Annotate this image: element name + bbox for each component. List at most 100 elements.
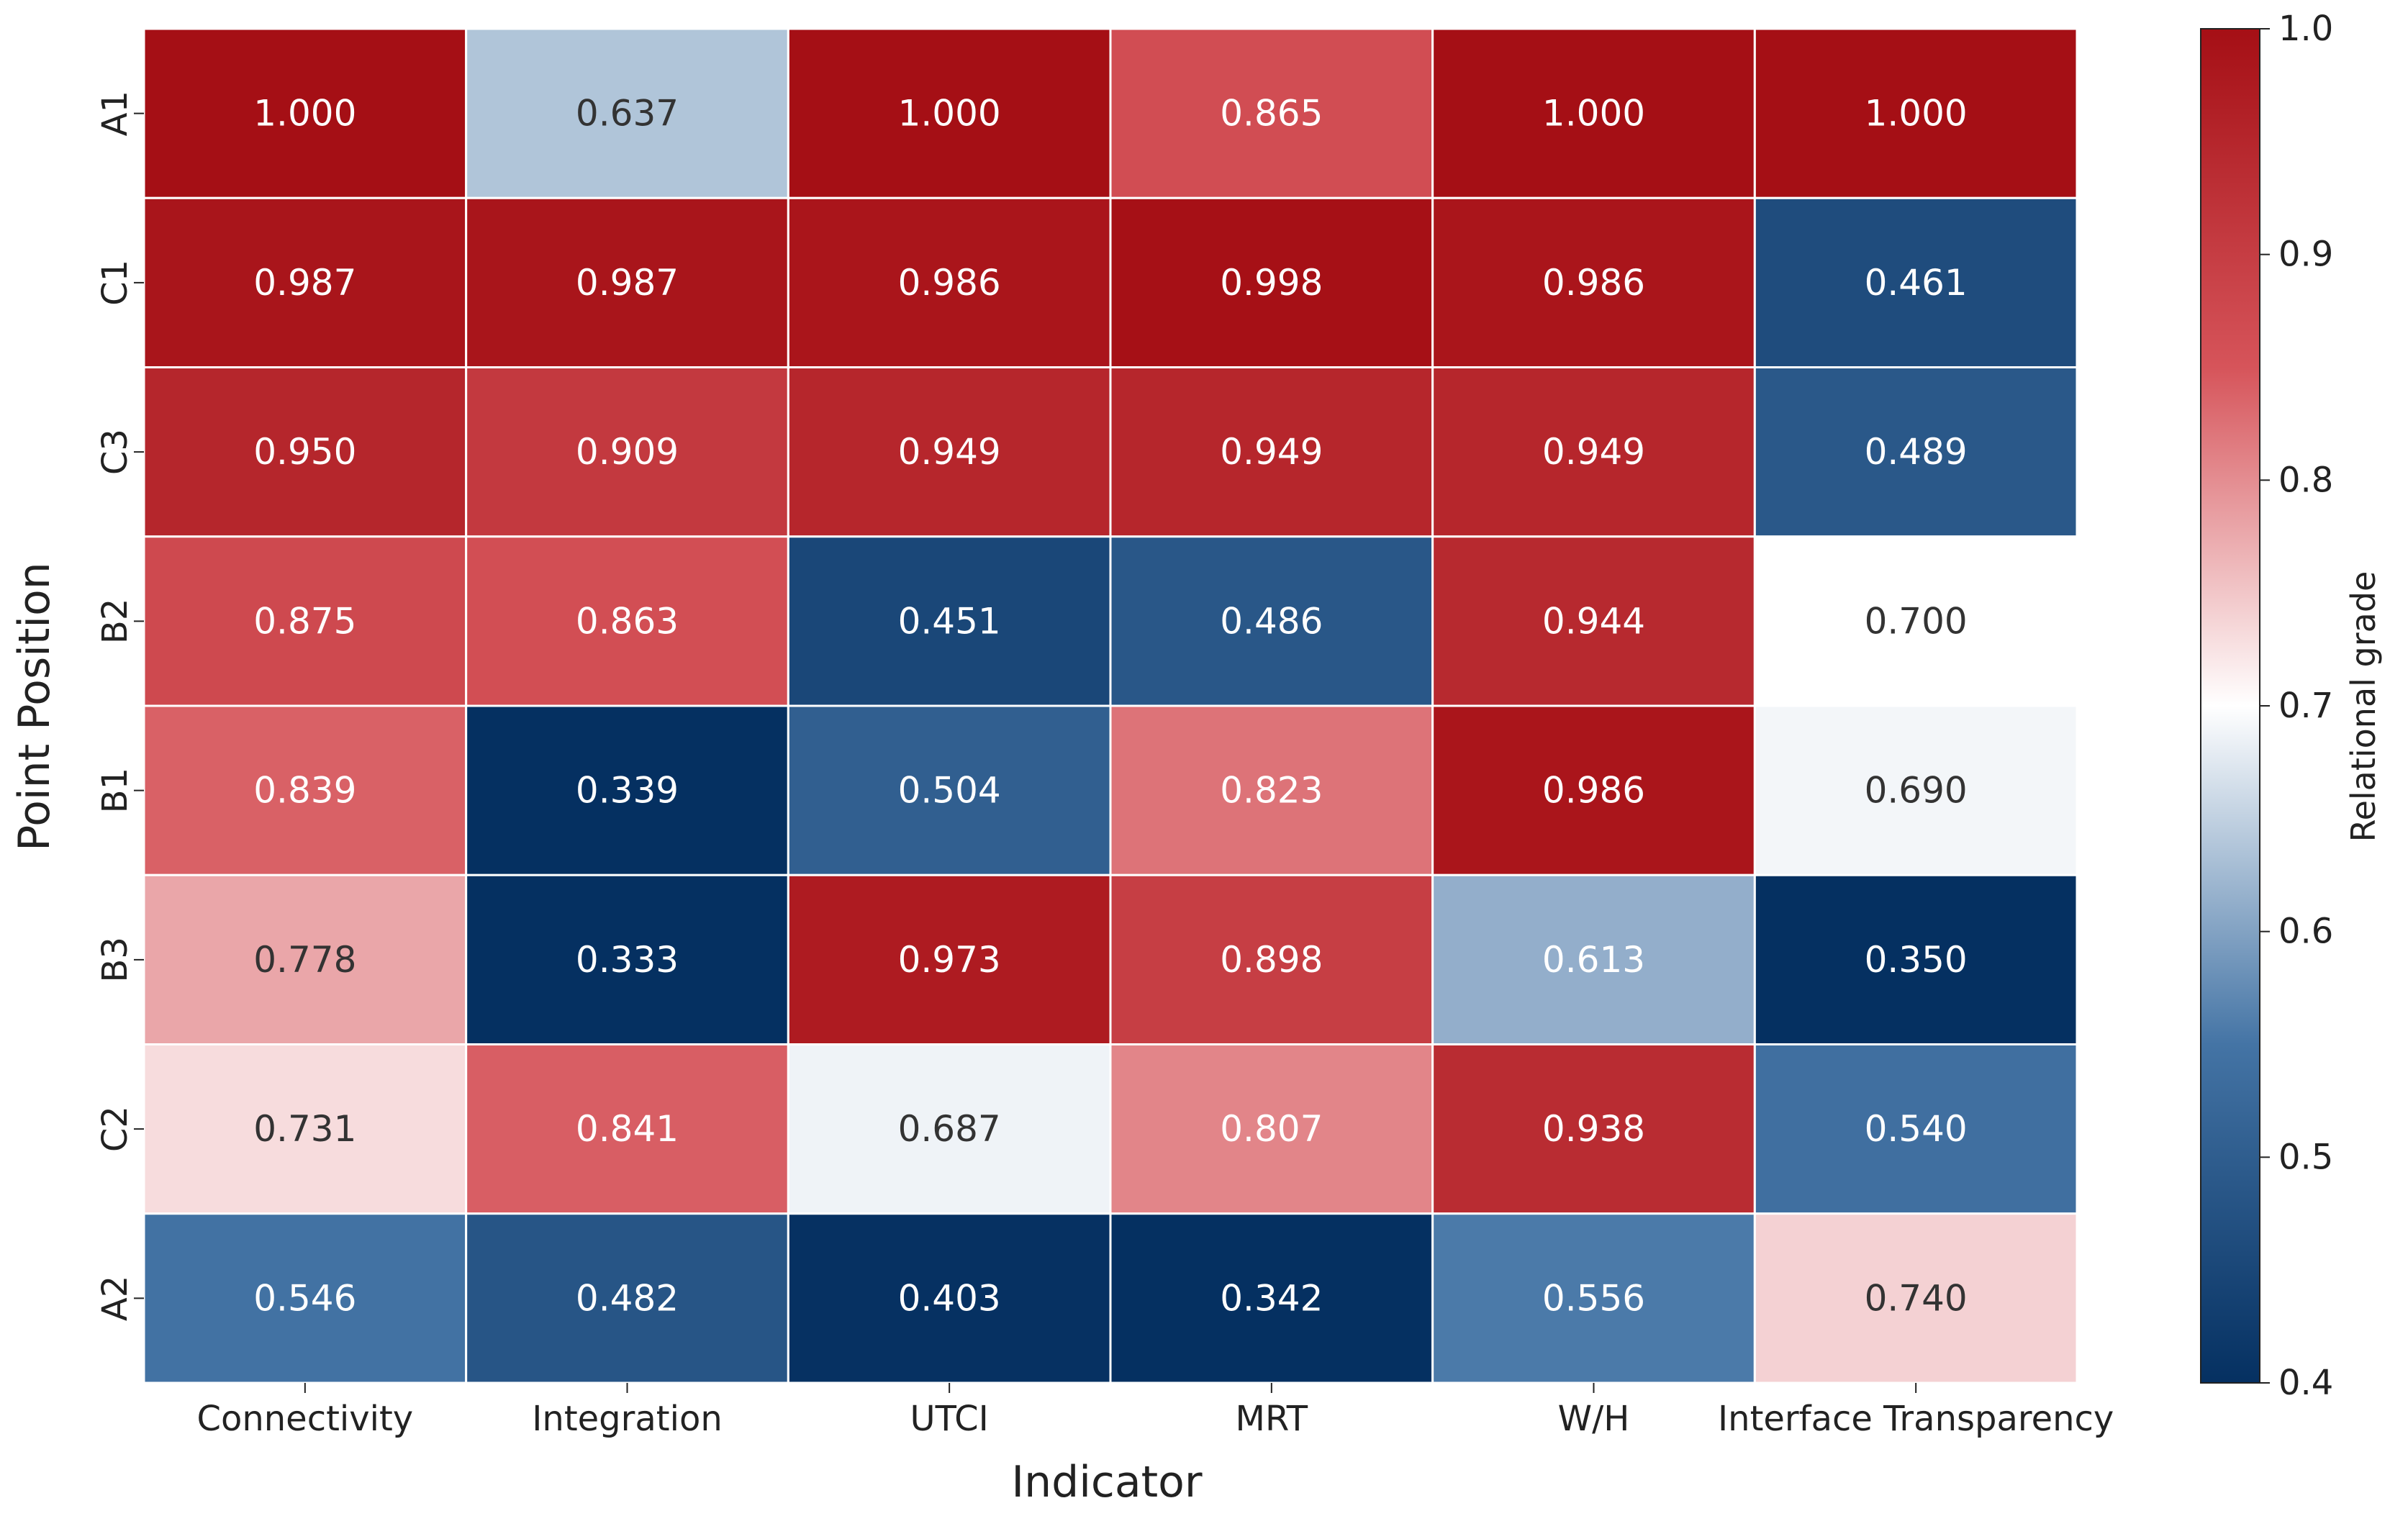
cell-value-label: 0.973	[898, 939, 1001, 981]
cell-value-label: 0.613	[1542, 939, 1645, 981]
x-tick-labels: Connectivity Integration UTCI MRT W/H Interfa…	[196, 1383, 2114, 1439]
y-axis-title: Point Position	[9, 562, 60, 851]
cell-value-label: 0.700	[1865, 600, 1968, 642]
cell-value-label: 0.987	[576, 262, 679, 304]
colorbar-label: Relational grade	[2344, 571, 2383, 843]
cell-value-label: 1.000	[1865, 93, 1968, 135]
heatmap-cells: 1.000 0.637 1.000 0.865 1.000 1.000 0.987 0.987…	[142, 27, 2078, 1384]
x-tick-label: Interface Transparency	[1718, 1399, 2114, 1439]
cell-value-label: 0.350	[1865, 939, 1968, 981]
heatmap-cell	[142, 366, 468, 538]
heatmap-cell	[1753, 196, 2078, 368]
heatmap-cell	[1109, 535, 1434, 707]
cell-value-label: 0.839	[253, 770, 356, 812]
y-tick-label: A2	[95, 1276, 135, 1321]
heatmap-cell	[1109, 196, 1434, 368]
y-tick-label: B1	[95, 768, 135, 813]
heatmap-cell	[142, 873, 468, 1045]
colorbar-tick-label: 1.0	[2278, 9, 2333, 49]
cell-value-label: 0.938	[1542, 1108, 1645, 1150]
colorbar-tick-label: 0.5	[2278, 1137, 2333, 1177]
heatmap-cell	[787, 535, 1112, 707]
heatmap-cell	[787, 704, 1112, 876]
heatmap-cell	[1431, 704, 1756, 876]
cell-value-label: 0.944	[1542, 600, 1645, 642]
cell-value-label: 0.451	[898, 600, 1001, 642]
cell-value-label: 0.339	[576, 770, 679, 812]
x-axis-title: Indicator	[1011, 1457, 1202, 1507]
colorbar-tick-label: 0.8	[2278, 460, 2333, 500]
heatmap-cell	[787, 1043, 1112, 1215]
colorbar: 0.4 0.5 0.6 0.7 0.8 0.9 1.0 Relational grade	[2200, 9, 2383, 1403]
cell-value-label: 0.949	[1220, 431, 1323, 473]
cell-value-label: 0.898	[1220, 939, 1323, 981]
heatmap-cell	[1431, 873, 1756, 1045]
heatmap-cell	[1753, 27, 2078, 199]
cell-value-label: 0.740	[1865, 1277, 1968, 1319]
heatmap-cell	[1109, 27, 1434, 199]
colorbar-gradient	[2200, 28, 2260, 1384]
cell-value-label: 1.000	[898, 93, 1001, 135]
y-tick-label: C2	[95, 1106, 135, 1152]
heatmap-cell	[1753, 1212, 2078, 1384]
cell-value-label: 0.690	[1865, 770, 1968, 812]
heatmap-cell	[787, 1212, 1112, 1384]
colorbar-tick-label: 0.4	[2278, 1363, 2333, 1403]
colorbar-tick-label: 0.7	[2278, 686, 2333, 726]
y-tick-label: C3	[95, 429, 135, 475]
cell-value-label: 0.504	[898, 770, 1001, 812]
cell-value-label: 0.949	[1542, 431, 1645, 473]
cell-value-label: 0.998	[1220, 262, 1323, 304]
cell-value-label: 0.986	[1542, 770, 1645, 812]
heatmap-cell	[1753, 873, 2078, 1045]
y-tick-label: A1	[95, 91, 135, 136]
cell-value-label: 0.986	[898, 262, 1001, 304]
heatmap-cell	[465, 366, 789, 538]
cell-value-label: 0.403	[898, 1277, 1001, 1319]
heatmap-cell	[1431, 27, 1756, 199]
cell-value-label: 0.909	[576, 431, 679, 473]
heatmap-cell	[1753, 704, 2078, 876]
cell-value-label: 0.841	[576, 1108, 679, 1150]
cell-value-label: 0.489	[1865, 431, 1968, 473]
heatmap-cell	[465, 196, 789, 368]
cell-value-label: 0.556	[1542, 1277, 1645, 1319]
heatmap-cell	[142, 704, 468, 876]
heatmap-cell	[1109, 1043, 1434, 1215]
x-tick-label: UTCI	[910, 1399, 989, 1439]
cell-value-label: 0.731	[253, 1108, 356, 1150]
cell-value-label: 0.333	[576, 939, 679, 981]
heatmap-cell	[1431, 366, 1756, 538]
heatmap-cell	[1109, 1212, 1434, 1384]
y-tick-label: B2	[95, 599, 135, 644]
heatmap-cell	[465, 535, 789, 707]
heatmap-cell	[1109, 704, 1434, 876]
cell-value-label: 0.987	[253, 262, 356, 304]
cell-value-label: 1.000	[1542, 93, 1645, 135]
cell-value-label: 1.000	[253, 93, 356, 135]
heatmap-cell	[1431, 535, 1756, 707]
heatmap-cell	[1109, 366, 1434, 538]
cell-value-label: 0.461	[1865, 262, 1968, 304]
cell-value-label: 0.865	[1220, 93, 1323, 135]
cell-value-label: 0.637	[576, 93, 679, 135]
heatmap-cell	[1753, 535, 2078, 707]
cell-value-label: 0.687	[898, 1108, 1001, 1150]
heatmap-cell	[142, 27, 468, 199]
cell-value-label: 0.807	[1220, 1108, 1323, 1150]
y-tick-label: B3	[95, 937, 135, 982]
heatmap-cell	[787, 366, 1112, 538]
x-tick-label: W/H	[1558, 1399, 1630, 1439]
cell-value-label: 0.778	[253, 939, 356, 981]
heatmap-cell	[465, 27, 789, 199]
cell-value-label: 0.540	[1865, 1108, 1968, 1150]
colorbar-ticks: 0.4 0.5 0.6 0.7 0.8 0.9 1.0	[2260, 9, 2333, 1403]
cell-value-label: 0.823	[1220, 770, 1323, 812]
colorbar-tick-label: 0.6	[2278, 912, 2333, 952]
x-tick-label: Integration	[532, 1399, 723, 1439]
x-tick-label: Connectivity	[196, 1399, 413, 1439]
heatmap-cell	[142, 1043, 468, 1215]
cell-value-label: 0.863	[576, 600, 679, 642]
heatmap-cell	[787, 27, 1112, 199]
cell-value-label: 0.986	[1542, 262, 1645, 304]
